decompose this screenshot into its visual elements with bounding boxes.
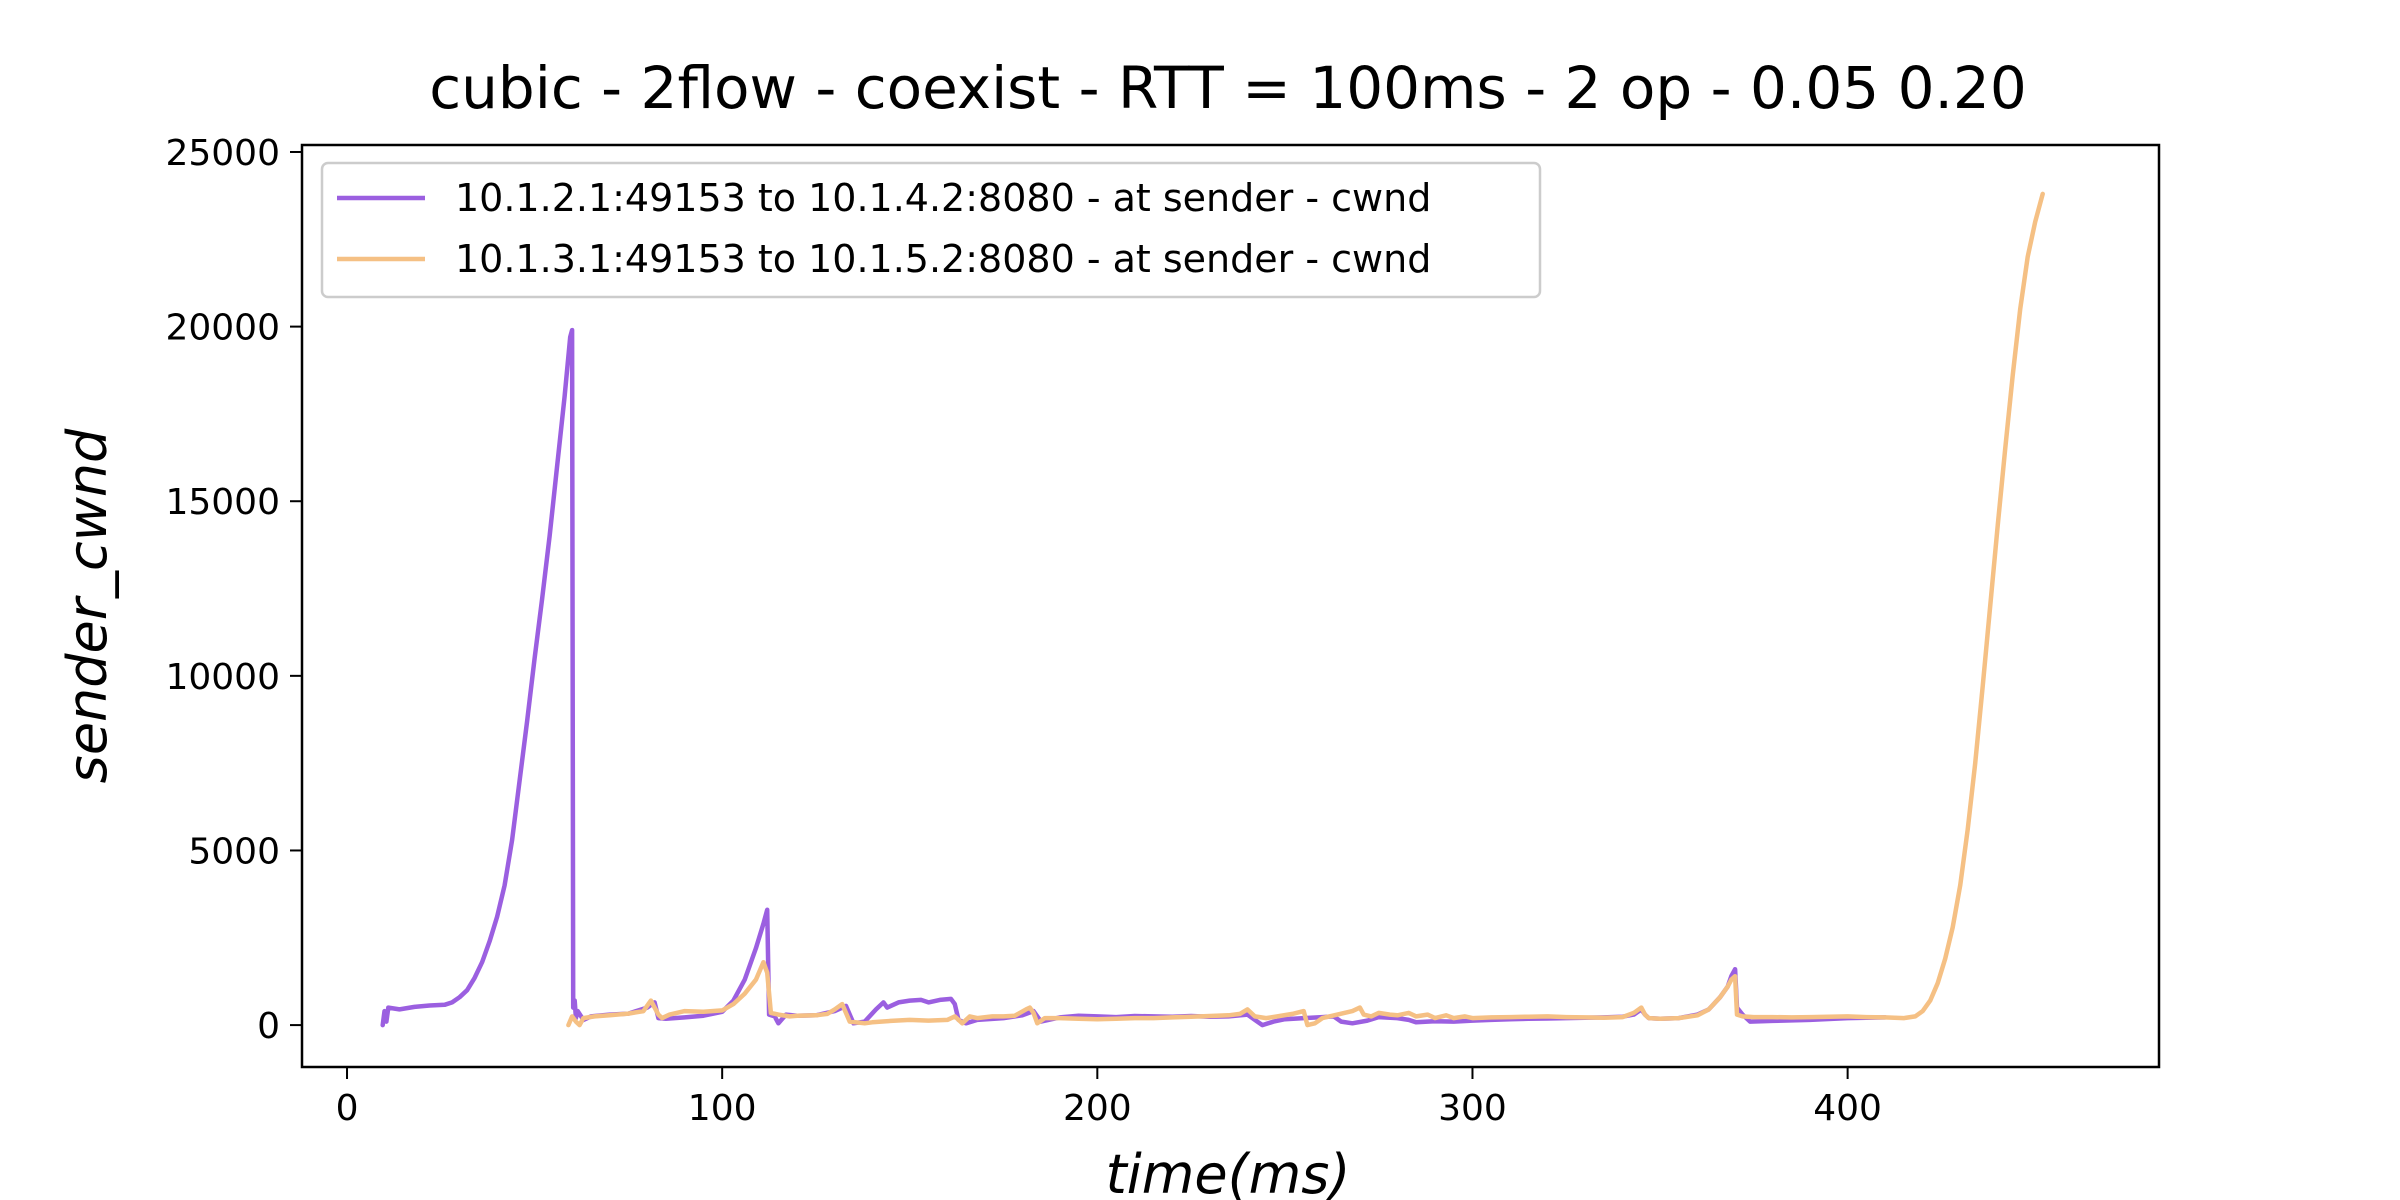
- y-tick-label: 25000: [165, 133, 280, 174]
- y-tick-label: 20000: [165, 308, 280, 349]
- plot-lines: [380, 191, 2045, 1028]
- x-tick-label: 400: [1813, 1088, 1882, 1129]
- x-tick-label: 200: [1063, 1088, 1132, 1129]
- legend-box: [320, 161, 1542, 299]
- x-tick-label: 300: [1438, 1088, 1507, 1129]
- x-tick-label: 100: [688, 1088, 757, 1129]
- y-ticks: 0 5000 10000 15000 20000 25000: [165, 133, 302, 1047]
- plot-frame: [300, 143, 2161, 1069]
- legend-label-1: 10.1.2.1:49153 to 10.1.4.2:8080 - at sen…: [455, 176, 1431, 220]
- x-axis-label: time(ms): [1106, 1143, 1351, 1200]
- y-tick-label: 0: [257, 1006, 280, 1047]
- chart-title: cubic - 2flow - coexist - RTT = 100ms - …: [429, 54, 2026, 122]
- y-tick-label: 10000: [165, 657, 280, 698]
- legend-label-2: 10.1.3.1:49153 to 10.1.5.2:8080 - at sen…: [455, 237, 1431, 281]
- legend: 10.1.2.1:49153 to 10.1.4.2:8080 - at sen…: [320, 161, 1542, 299]
- x-tick-label: 0: [336, 1088, 359, 1129]
- series-line-2: [566, 191, 2045, 1028]
- y-axis-label: sender_cwnd: [56, 428, 119, 783]
- y-tick-label: 5000: [188, 831, 280, 872]
- y-tick-label: 15000: [165, 482, 280, 523]
- x-ticks: 0 100 200 300 400: [336, 1067, 1882, 1129]
